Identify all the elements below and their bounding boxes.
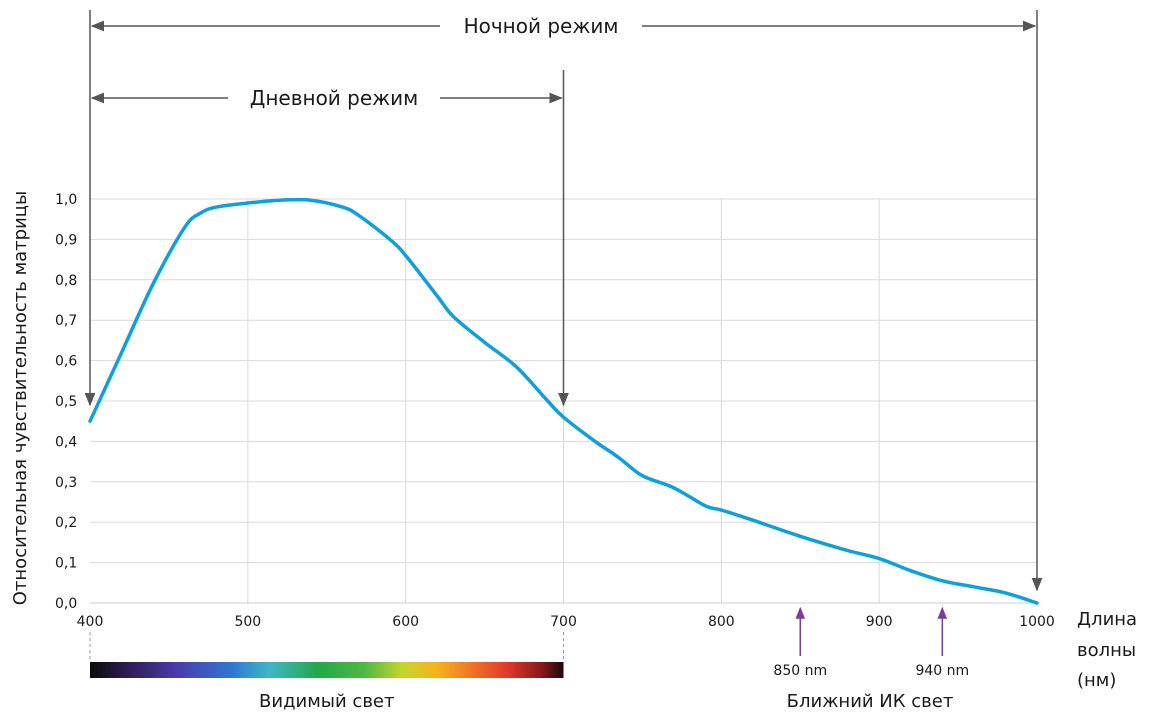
day-mode-label: Дневной режим xyxy=(250,86,419,110)
x-tick-label: 1000 xyxy=(1019,614,1055,630)
y-axis-ticks: 0,0 0,1 0,2 0,3 0,4 0,5 0,6 0,7 0,8 0,9 1,0 xyxy=(55,192,77,612)
x-axis-ticks: 400 500 600 700 800 900 1000 xyxy=(77,614,1055,630)
night-mode-label: Ночной режим xyxy=(464,14,619,38)
nir-light-label: Ближний ИК свет xyxy=(787,691,954,712)
marker-label-940: 940 nm xyxy=(915,663,969,679)
y-tick-label: 1,0 xyxy=(55,192,77,208)
marker-label-850: 850 nm xyxy=(773,663,827,679)
x-axis-label-line-3: (нм) xyxy=(1077,670,1116,691)
x-axis-label-line-1: Длина xyxy=(1077,609,1137,630)
series-group xyxy=(88,197,1039,605)
y-tick-label: 0,1 xyxy=(55,556,77,572)
y-axis-label: Относительная чувствительность матрицы xyxy=(10,191,31,605)
y-tick-label: 0,9 xyxy=(55,232,77,248)
visible-spectrum-bar xyxy=(90,662,564,678)
x-tick-label: 700 xyxy=(550,614,577,630)
y-tick-label: 0,2 xyxy=(55,515,77,531)
x-axis-label: Длина волны (нм) xyxy=(1077,609,1137,691)
y-tick-label: 0,5 xyxy=(55,394,77,410)
y-tick-label: 0,8 xyxy=(55,273,77,289)
y-tick-label: 0,0 xyxy=(55,596,77,612)
y-tick-label: 0,3 xyxy=(55,475,77,491)
annotations: Ночной режим Дневной режим Видимый свет 850… xyxy=(84,10,1043,712)
y-tick-label: 0,7 xyxy=(55,313,77,329)
visible-light-label: Видимый свет xyxy=(259,691,394,712)
x-tick-label: 800 xyxy=(708,614,735,630)
x-tick-label: 900 xyxy=(866,614,893,630)
x-tick-label: 500 xyxy=(234,614,261,630)
x-tick-label: 600 xyxy=(392,614,419,630)
x-tick-label: 400 xyxy=(77,614,104,630)
y-tick-label: 0,6 xyxy=(55,354,77,370)
x-axis-label-line-2: волны xyxy=(1077,640,1136,661)
sensitivity-curve xyxy=(88,197,1039,605)
y-tick-label: 0,4 xyxy=(55,434,77,450)
